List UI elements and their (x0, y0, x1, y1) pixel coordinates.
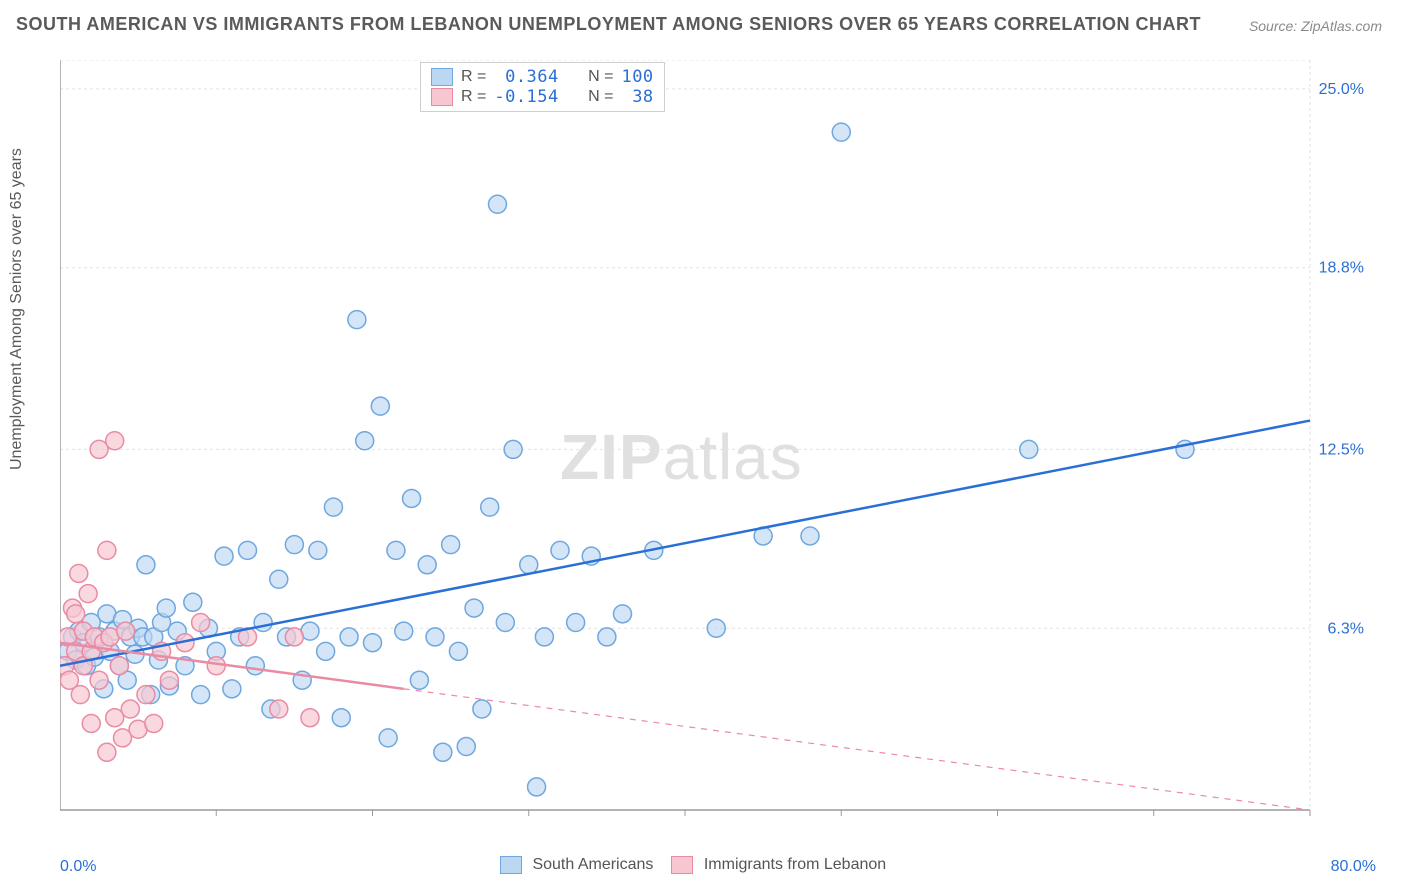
x-axis-min: 0.0% (60, 858, 96, 876)
n-label: N = (588, 88, 613, 106)
n-label: N = (588, 68, 613, 86)
correlation-legend: R = 0.364 N = 100 R = -0.154 N = 38 (420, 62, 665, 112)
scatter-plot: 6.3% 12.5% 18.8% 25.0% (60, 60, 1370, 840)
swatch-blue (431, 68, 453, 86)
legend-item-pink: Immigrants from Lebanon (671, 856, 886, 874)
plot-svg: 6.3% 12.5% 18.8% 25.0% (60, 60, 1370, 840)
chart-title: SOUTH AMERICAN VS IMMIGRANTS FROM LEBANO… (16, 14, 1201, 35)
r-value-blue: 0.364 (494, 67, 558, 87)
legend-label-blue: South Americans (532, 856, 653, 873)
svg-text:6.3%: 6.3% (1328, 620, 1364, 637)
svg-text:18.8%: 18.8% (1319, 260, 1364, 277)
n-value-pink: 38 (621, 87, 653, 107)
svg-text:25.0%: 25.0% (1319, 81, 1364, 98)
series-legend: South Americans Immigrants from Lebanon (500, 856, 886, 874)
correlation-row-blue: R = 0.364 N = 100 (431, 67, 654, 87)
r-label: R = (461, 68, 486, 86)
x-axis-max: 80.0% (1331, 858, 1376, 876)
legend-item-blue: South Americans (500, 856, 653, 874)
legend-label-pink: Immigrants from Lebanon (704, 856, 886, 873)
r-label: R = (461, 88, 486, 106)
swatch-blue (500, 856, 522, 874)
n-value-blue: 100 (621, 67, 653, 87)
source-label: Source: ZipAtlas.com (1249, 18, 1382, 34)
y-axis-label: Unemployment Among Seniors over 65 years (8, 148, 26, 470)
svg-text:12.5%: 12.5% (1319, 441, 1364, 458)
n-label (567, 68, 580, 86)
swatch-pink (671, 856, 693, 874)
correlation-row-pink: R = -0.154 N = 38 (431, 87, 654, 107)
r-value-pink: -0.154 (494, 87, 558, 107)
swatch-pink (431, 88, 453, 106)
n-label (567, 88, 580, 106)
